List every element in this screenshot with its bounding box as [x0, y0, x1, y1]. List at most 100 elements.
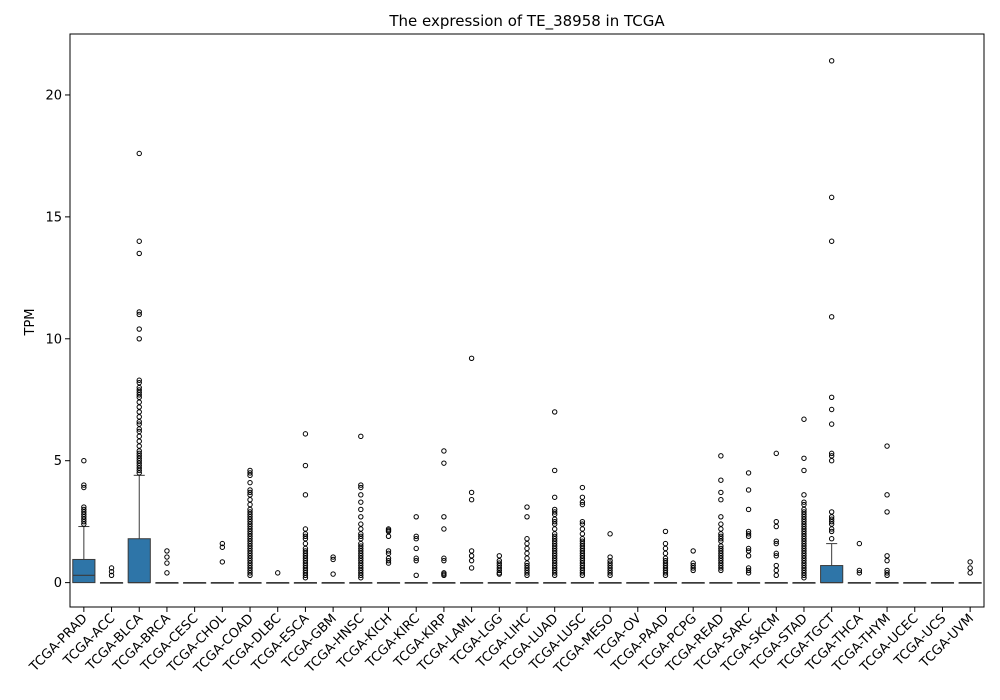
outlier-point: [828, 528, 835, 535]
box-group: [376, 526, 401, 584]
outlier-point: [219, 544, 226, 550]
outlier-point: [385, 533, 392, 539]
outlier-point: [579, 518, 586, 525]
outlier-point: [828, 509, 835, 515]
box-group: [238, 467, 262, 584]
outlier-point: [496, 571, 503, 577]
outlier-point: [718, 536, 724, 542]
box-group: [183, 582, 207, 584]
outlier-point: [247, 570, 253, 576]
plot-frame: [69, 33, 985, 608]
outlier-point: [247, 497, 253, 503]
outlier-point: [247, 501, 253, 508]
outlier-point: [718, 567, 724, 574]
outlier-point: [551, 570, 558, 576]
outlier-point: [358, 533, 364, 539]
outlier-point: [579, 494, 586, 500]
outlier-point: [662, 572, 669, 579]
outlier-point: [136, 326, 142, 332]
box: [127, 538, 151, 584]
outlier-point: [358, 575, 364, 581]
outlier-point: [551, 572, 558, 579]
outlier-point: [801, 492, 807, 498]
outlier-point: [219, 540, 226, 547]
outlier-point: [468, 553, 475, 559]
outlier-point: [136, 311, 142, 318]
outlier-point: [745, 533, 752, 539]
outlier-point: [828, 238, 835, 244]
outlier-point: [108, 568, 115, 575]
outlier-point: [136, 438, 142, 444]
outlier-point: [385, 557, 392, 564]
y-tick-label: 5: [54, 454, 62, 469]
outlier-point: [718, 514, 724, 520]
outlier-point: [551, 509, 558, 515]
outlier-point: [524, 570, 530, 576]
outlier-point: [773, 553, 779, 559]
outlier-point: [330, 554, 336, 560]
outlier-point: [81, 482, 87, 488]
outlier-point: [136, 336, 142, 342]
plot-area: [72, 58, 982, 584]
outlier-point: [302, 462, 309, 469]
outlier-point: [828, 458, 835, 464]
box-group: [653, 528, 678, 584]
outlier-point: [828, 450, 835, 457]
outlier-point: [247, 489, 253, 496]
y-tick-label: 20: [45, 88, 62, 103]
outlier-point: [579, 526, 586, 532]
outlier-point: [828, 394, 835, 401]
box-group: [847, 540, 871, 584]
outlier-point: [385, 560, 392, 566]
outlier-point: [856, 567, 863, 574]
outlier-point: [773, 572, 779, 579]
outlier-point: [358, 521, 364, 527]
outlier-point: [524, 545, 530, 552]
outlier-point: [302, 572, 309, 579]
outlier-point: [607, 572, 613, 579]
outlier-point: [330, 556, 336, 563]
outlier-point: [801, 416, 807, 422]
outlier-point: [579, 484, 586, 491]
outlier-point: [441, 555, 447, 561]
outlier-point: [745, 553, 752, 559]
outlier-point: [662, 570, 669, 576]
outlier-point: [662, 545, 669, 552]
outlier-point: [745, 570, 752, 576]
outlier-point: [136, 150, 142, 157]
outlier-point: [745, 567, 752, 574]
outlier-point: [773, 538, 779, 544]
outlier-point: [718, 497, 724, 503]
outlier-point: [524, 504, 530, 510]
outlier-point: [385, 548, 392, 554]
outlier-point: [884, 553, 890, 559]
box-group: [570, 484, 594, 584]
outlier-point: [302, 533, 309, 539]
outlier-point: [579, 501, 586, 508]
outlier-point: [718, 453, 724, 459]
outlier-point: [358, 492, 364, 498]
outlier-point: [551, 409, 558, 415]
outlier-point: [164, 548, 170, 554]
box-group: [210, 540, 234, 584]
box-group: [903, 582, 927, 584]
outlier-point: [468, 489, 475, 496]
outlier-point: [828, 314, 835, 320]
outlier-point: [468, 548, 475, 554]
outlier-point: [302, 526, 309, 532]
outlier-point: [441, 526, 447, 532]
outlier-point: [524, 536, 530, 542]
outlier-point: [247, 479, 253, 486]
outlier-point: [81, 484, 87, 491]
box-group: [155, 548, 179, 584]
outlier-point: [468, 355, 475, 361]
box-group: [736, 470, 761, 584]
outlier-point: [358, 506, 364, 513]
outlier-point: [108, 565, 115, 571]
outlier-point: [967, 565, 973, 571]
outlier-point: [524, 550, 530, 557]
outlier-point: [662, 550, 669, 557]
outlier-point: [358, 499, 364, 505]
outlier-point: [718, 521, 724, 527]
outlier-point: [828, 526, 835, 532]
